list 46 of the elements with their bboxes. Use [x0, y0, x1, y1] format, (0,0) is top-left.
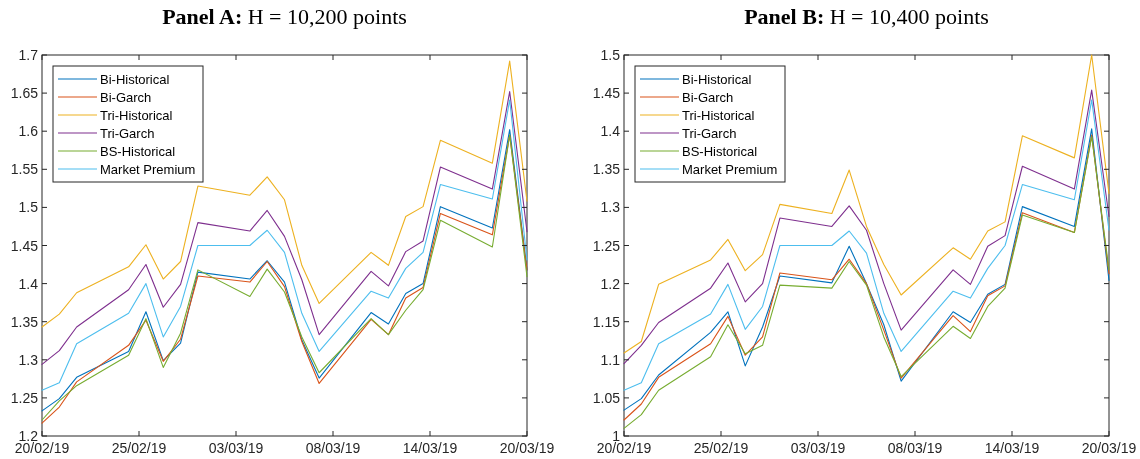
x-tick-label: 20/02/19: [596, 440, 652, 456]
chart-title: Panel B: H = 10,400 points: [744, 4, 989, 29]
legend-label: BS-Historical: [100, 144, 176, 159]
x-tick-label: 14/03/19: [984, 440, 1040, 456]
x-tick-label: 20/03/19: [1081, 440, 1137, 456]
x-tick-label: 08/03/19: [305, 440, 361, 456]
legend-label: Market Premium: [682, 162, 778, 177]
y-tick-label: 1.55: [10, 161, 39, 178]
y-tick-label: 1.15: [592, 313, 621, 330]
y-tick-label: 1.35: [10, 313, 39, 330]
chart-title: Panel A: H = 10,200 points: [162, 4, 407, 29]
legend-label: Tri-Garch: [682, 126, 737, 141]
y-tick-label: 1.45: [10, 237, 39, 254]
x-tick-label: 20/03/19: [499, 440, 555, 456]
x-tick-label: 20/02/19: [14, 440, 70, 456]
y-tick-label: 1.4: [600, 123, 621, 140]
legend-label: Bi-Garch: [100, 90, 152, 105]
legend-label: Tri-Historical: [100, 108, 173, 123]
legend-label: Tri-Historical: [682, 108, 755, 123]
legend-label: Market Premium: [100, 162, 196, 177]
y-tick-label: 1.7: [18, 47, 39, 63]
legend-label: Bi-Garch: [682, 90, 734, 105]
y-tick-label: 1.45: [592, 85, 621, 102]
legend-label: Bi-Historical: [100, 72, 170, 87]
y-tick-label: 1.6: [18, 123, 39, 140]
legend-label: Bi-Historical: [682, 72, 752, 87]
x-tick-label: 14/03/19: [402, 440, 458, 456]
y-tick-label: 1.5: [18, 199, 39, 216]
legend-label: Tri-Garch: [100, 126, 155, 141]
x-tick-label: 25/02/19: [693, 440, 749, 456]
x-tick-label: 03/03/19: [790, 440, 846, 456]
y-tick-label: 1.4: [18, 275, 39, 292]
y-tick-label: 1.3: [600, 199, 621, 216]
x-tick-label: 25/02/19: [111, 440, 167, 456]
y-tick-label: 1.25: [592, 237, 621, 254]
y-tick-label: 1.5: [600, 47, 621, 63]
y-tick-label: 1.3: [18, 351, 39, 368]
y-tick-label: 1.1: [600, 351, 621, 368]
legend-label: BS-Historical: [682, 144, 758, 159]
y-tick-label: 1.35: [592, 161, 621, 178]
y-tick-label: 1.25: [10, 389, 39, 406]
x-tick-label: 08/03/19: [887, 440, 943, 456]
y-tick-label: 1.2: [600, 275, 621, 292]
y-tick-label: 1.05: [592, 389, 621, 406]
y-tick-label: 1.65: [10, 85, 39, 102]
x-tick-label: 03/03/19: [208, 440, 264, 456]
